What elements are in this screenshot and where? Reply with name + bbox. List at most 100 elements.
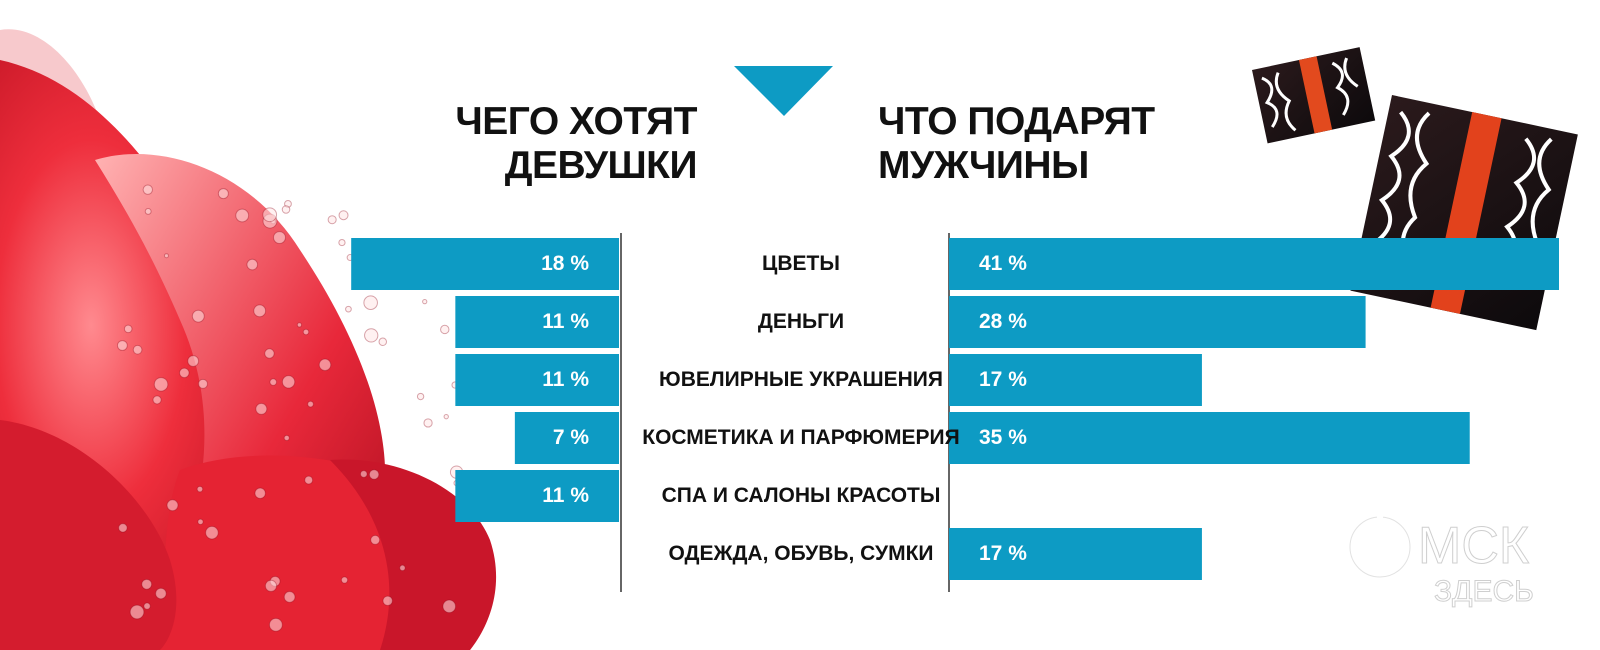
droplet [416,392,425,401]
gift-lantern-large [1350,95,1578,331]
droplet [296,322,303,328]
droplet [363,295,378,310]
bar-left-value-label: 11 % [542,310,589,333]
droplet [304,475,314,485]
watermark-icon: МСК ЗДЕСЬ [1347,505,1534,609]
droplet [423,418,433,428]
water-droplets [116,184,464,632]
droplet [129,604,145,620]
droplet [364,328,379,343]
droplet [368,469,380,480]
droplet [281,375,296,389]
droplet [318,358,332,372]
droplet [235,208,250,223]
category-label: ДЕНЬГИ [757,310,845,333]
droplet [422,299,428,305]
droplet [273,231,286,245]
msk-watermark-logo: МСК ЗДЕСЬ [1338,505,1588,615]
droplet [118,523,128,533]
droplet [440,324,450,335]
droplet [205,525,219,540]
left-title-line-2: ДЕВУШКИ [504,143,698,187]
category-label: КОСМЕТИКА И ПАРФЮМЕРИЯ [642,426,960,449]
droplet [143,602,151,610]
droplet [155,587,167,600]
droplet [141,578,153,590]
watermark-line1: МСК [1418,517,1529,575]
droplet [340,576,349,584]
bar-left [455,470,619,522]
bar-right-value-label: 28 % [979,310,1027,333]
category-label: ЮВЕЛИРНЫЕ УКРАШЕНИЯ [659,368,943,391]
bar-right [949,528,1202,580]
bar-right [949,296,1366,348]
droplet [255,402,268,415]
left-title: ЧЕГО ХОТЯТ ДЕВУШКИ [455,100,697,187]
left-title-line-1: ЧЕГО ХОТЯТ [455,100,697,143]
droplet [163,253,169,259]
droplet [399,564,406,572]
droplet [264,348,275,359]
bar-right [949,238,1559,290]
bar-left [514,412,619,464]
droplet [268,617,283,632]
droplet [191,309,205,323]
droplet [345,305,352,313]
bar-right [949,412,1470,464]
category-label: СПА И САЛОНЫ КРАСОТЫ [661,484,941,507]
right-title-line-1: ЧТО ПОДАРЯТ [878,100,1155,143]
droplet [269,378,278,386]
droplet [179,367,190,379]
bar-left [351,238,619,290]
bar-left [455,296,619,348]
droplet [338,210,349,221]
droplet [254,487,266,499]
droplet [281,205,291,214]
droplet [370,534,381,545]
droplet [443,413,449,420]
droplet [132,344,143,355]
droplet [302,328,310,336]
bar-left-value-label: 7 % [552,426,589,449]
droplet [283,591,296,603]
watermark-line2: ЗДЕСЬ [1434,575,1534,608]
droplet [246,258,259,271]
droplet [442,599,457,614]
droplet [327,215,337,225]
droplet [283,434,290,442]
droplet [153,377,169,392]
droplet [116,340,128,351]
droplet [264,579,278,593]
category-label: ЦВЕТЫ [762,252,840,275]
category-label: ОДЕЖДА, ОБУВЬ, СУМКИ [668,542,934,565]
bar-left-value-label: 11 % [542,368,589,391]
bar-left-value-label: 18 % [541,252,589,275]
bar-right-value-label: 41 % [979,252,1027,275]
pointer-triangle [734,66,833,116]
bars-right [949,238,1559,580]
droplet [152,395,162,405]
droplet [378,337,388,347]
droplet [217,188,229,200]
bar-left [455,354,619,406]
gift-lantern-small [1252,47,1376,144]
right-title: ЧТО ПОДАРЯТ МУЖЧИНЫ [878,100,1155,187]
droplet [142,184,153,195]
bar-right-value-label: 17 % [979,368,1027,391]
bar-right [949,354,1202,406]
droplet [359,470,368,478]
droplet [307,400,314,408]
droplet [197,378,208,389]
bar-left-value-label: 11 % [542,484,589,507]
droplet [166,499,179,512]
droplet [196,485,204,493]
right-title-line-2: МУЖЧИНЫ [878,143,1089,187]
bar-right-value-label: 35 % [979,426,1027,449]
droplet [197,518,204,525]
droplet [338,238,346,247]
droplet [123,324,133,334]
droplet [253,304,267,318]
droplet [262,207,278,223]
